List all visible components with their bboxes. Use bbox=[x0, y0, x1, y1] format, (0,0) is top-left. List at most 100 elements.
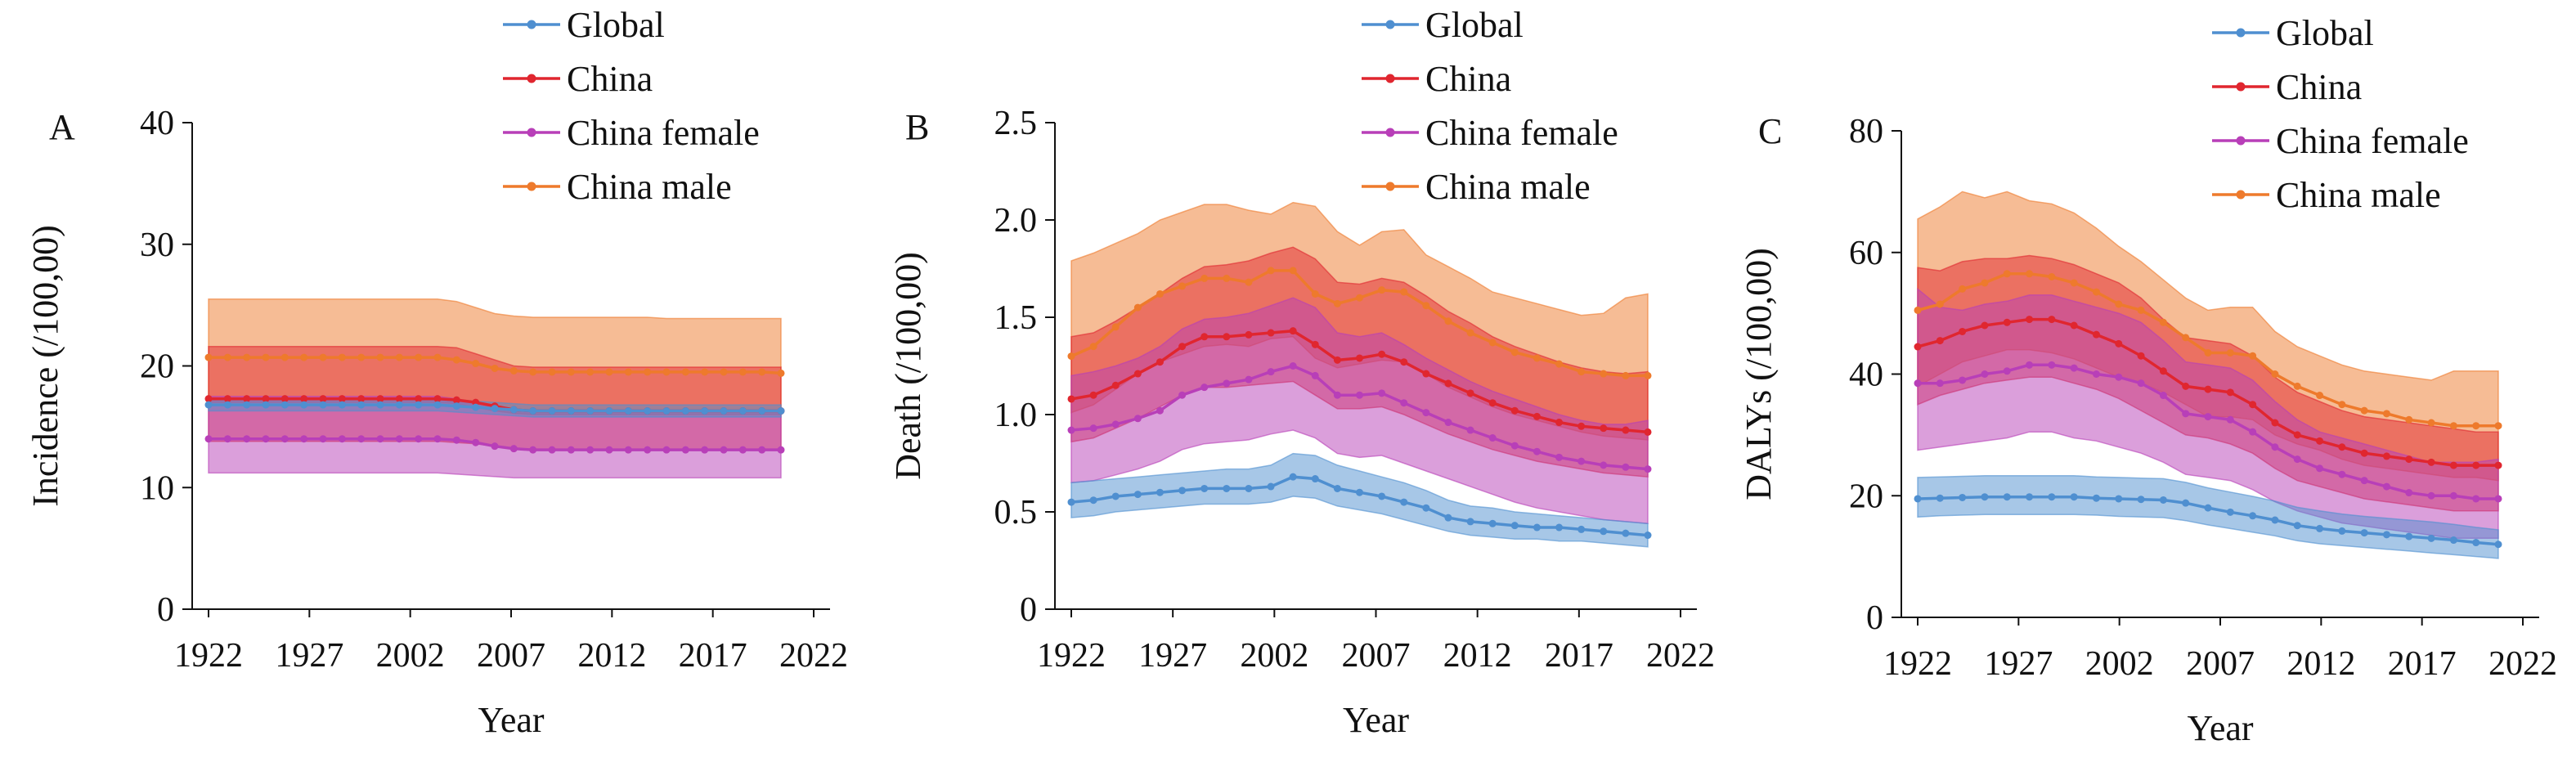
x-tick-label: 1927 bbox=[1138, 637, 1207, 675]
legend: Global China China female China male bbox=[503, 5, 760, 207]
data-point-china-male bbox=[415, 353, 423, 361]
legend: Global China China female China male bbox=[2212, 13, 2469, 215]
data-point-china-male bbox=[1156, 289, 1164, 298]
data-point-global bbox=[338, 401, 346, 409]
y-tick-label: 30 bbox=[140, 227, 174, 264]
legend-marker-global bbox=[527, 20, 536, 29]
data-point-global bbox=[357, 401, 366, 409]
data-point-china-male bbox=[1600, 370, 1608, 378]
data-point-china-male bbox=[1133, 303, 1142, 312]
data-point-global bbox=[1914, 495, 1922, 503]
data-point-china-female bbox=[204, 435, 213, 443]
data-point-china bbox=[2204, 385, 2212, 393]
panel-letter: A bbox=[49, 107, 75, 147]
data-point-china-female bbox=[2115, 373, 2123, 381]
data-point-china-male bbox=[758, 368, 766, 376]
x-tick-label: 2007 bbox=[2186, 645, 2255, 683]
data-point-china-female bbox=[2026, 361, 2034, 369]
data-point-china-male bbox=[2338, 401, 2346, 409]
data-point-china-female bbox=[1422, 409, 1430, 417]
data-point-global bbox=[567, 407, 575, 415]
data-point-china bbox=[2494, 461, 2502, 469]
data-point-china bbox=[2048, 316, 2056, 324]
data-point-china-female bbox=[2226, 415, 2234, 424]
data-point-global bbox=[1178, 487, 1187, 495]
data-point-china bbox=[1422, 370, 1430, 378]
data-point-global bbox=[1111, 492, 1120, 500]
y-tick-label: 2.5 bbox=[994, 105, 1038, 142]
data-point-global bbox=[415, 401, 423, 409]
x-tick-label: 2012 bbox=[1443, 637, 1512, 675]
y-tick-label: 0 bbox=[1020, 591, 1037, 629]
data-point-china-female bbox=[415, 435, 423, 443]
data-point-china-male bbox=[1981, 279, 1989, 287]
data-point-china-female bbox=[1936, 379, 1944, 388]
data-point-china-male bbox=[376, 353, 384, 361]
legend-label: China male bbox=[2276, 175, 2441, 215]
data-point-china-male bbox=[1466, 329, 1474, 337]
data-point-china bbox=[2360, 449, 2368, 457]
data-point-china-female bbox=[376, 435, 384, 443]
legend-label: China bbox=[567, 59, 653, 99]
data-point-china bbox=[1111, 381, 1120, 389]
y-tick-label: 0.5 bbox=[994, 494, 1038, 532]
x-tick-label: 1922 bbox=[1037, 637, 1106, 675]
data-point-china-female bbox=[2070, 364, 2078, 372]
data-point-china bbox=[1914, 343, 1922, 351]
data-point-china bbox=[262, 395, 270, 403]
data-point-global bbox=[1600, 527, 1608, 536]
data-point-china-male bbox=[2226, 348, 2234, 357]
data-point-global bbox=[2115, 495, 2123, 503]
data-point-china-female bbox=[2182, 410, 2190, 418]
data-point-china-male bbox=[605, 368, 613, 376]
data-point-global bbox=[2137, 496, 2145, 504]
x-tick-label: 2012 bbox=[577, 637, 646, 675]
data-point-china bbox=[280, 395, 289, 403]
data-point-china bbox=[2003, 318, 2011, 326]
data-point-global bbox=[1200, 484, 1209, 492]
data-point-china-male bbox=[1533, 354, 1541, 362]
data-point-china-female bbox=[1959, 376, 1967, 384]
data-point-china-male bbox=[204, 353, 213, 361]
data-point-china bbox=[452, 396, 460, 404]
data-point-china-male bbox=[433, 353, 442, 361]
data-point-china-female bbox=[1400, 399, 1408, 407]
data-point-china-female bbox=[1289, 362, 1297, 370]
data-point-china-female bbox=[2293, 455, 2301, 464]
data-point-china-female bbox=[243, 435, 251, 443]
data-point-china bbox=[204, 395, 213, 403]
data-point-china-male bbox=[395, 353, 403, 361]
data-point-china-female bbox=[1111, 420, 1120, 428]
data-point-china-male bbox=[452, 356, 460, 364]
data-point-global bbox=[2048, 493, 2056, 501]
data-point-china-male bbox=[357, 353, 366, 361]
data-point-global bbox=[2472, 539, 2480, 547]
data-point-china bbox=[2316, 437, 2324, 445]
data-point-china-female bbox=[644, 446, 652, 454]
data-point-global bbox=[2449, 536, 2457, 545]
data-point-china-male bbox=[644, 368, 652, 376]
panel-letter: C bbox=[1758, 111, 1782, 151]
data-point-china-male bbox=[529, 368, 537, 376]
data-point-global bbox=[1156, 488, 1164, 496]
data-point-china bbox=[1156, 358, 1164, 366]
data-point-china bbox=[1959, 327, 1967, 335]
data-point-global bbox=[2316, 524, 2324, 532]
data-point-china-female bbox=[624, 446, 632, 454]
data-point-china bbox=[1510, 406, 1519, 415]
data-point-china bbox=[1622, 426, 1630, 434]
data-point-china bbox=[2293, 431, 2301, 439]
data-point-china-male bbox=[509, 366, 518, 375]
data-point-china-female bbox=[319, 435, 327, 443]
data-point-china bbox=[1178, 343, 1187, 351]
y-tick-label: 40 bbox=[1849, 357, 1883, 394]
data-point-global bbox=[2204, 504, 2212, 512]
data-point-china-female bbox=[720, 446, 728, 454]
legend-label: China female bbox=[2276, 121, 2469, 161]
data-point-global bbox=[491, 405, 499, 413]
data-point-china-female bbox=[1577, 457, 1586, 465]
data-point-global bbox=[1067, 498, 1075, 506]
legend-marker-china bbox=[527, 74, 536, 83]
data-point-global bbox=[1267, 482, 1275, 491]
